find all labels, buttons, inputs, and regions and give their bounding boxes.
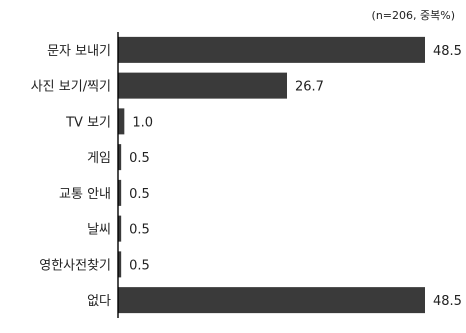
bar bbox=[118, 108, 125, 135]
bar bbox=[118, 215, 122, 242]
sample-note: (n=206, 중복%) bbox=[372, 9, 455, 22]
bar bbox=[118, 36, 425, 63]
category-label: 영한사전찾기 bbox=[39, 258, 111, 273]
category-label: 사진 보기/찍기 bbox=[31, 80, 111, 95]
category-label: 교통 안내 bbox=[59, 187, 111, 202]
value-label: 0.5 bbox=[129, 151, 150, 166]
value-label: 1.0 bbox=[132, 115, 153, 130]
value-label: 0.5 bbox=[129, 187, 150, 202]
value-label: 26.7 bbox=[295, 80, 324, 95]
value-label: 0.5 bbox=[129, 223, 150, 238]
bar bbox=[118, 287, 425, 314]
category-label: 게임 bbox=[87, 151, 111, 166]
category-label: 없다 bbox=[87, 294, 111, 309]
bar bbox=[118, 251, 122, 278]
category-label: 날씨 bbox=[87, 223, 111, 238]
bars-layer: 문자 보내기 48.5 사진 보기/찍기 26.7 TV 보기 1.0 게임 0.5 교통 안내… bbox=[31, 36, 462, 314]
bar bbox=[118, 144, 122, 171]
value-label: 0.5 bbox=[129, 258, 150, 273]
value-label: 48.5 bbox=[433, 44, 462, 59]
category-label: 문자 보내기 bbox=[47, 44, 111, 59]
category-label: TV 보기 bbox=[65, 115, 111, 130]
bar bbox=[118, 179, 122, 206]
bar bbox=[118, 72, 288, 99]
value-label: 48.5 bbox=[433, 294, 462, 309]
